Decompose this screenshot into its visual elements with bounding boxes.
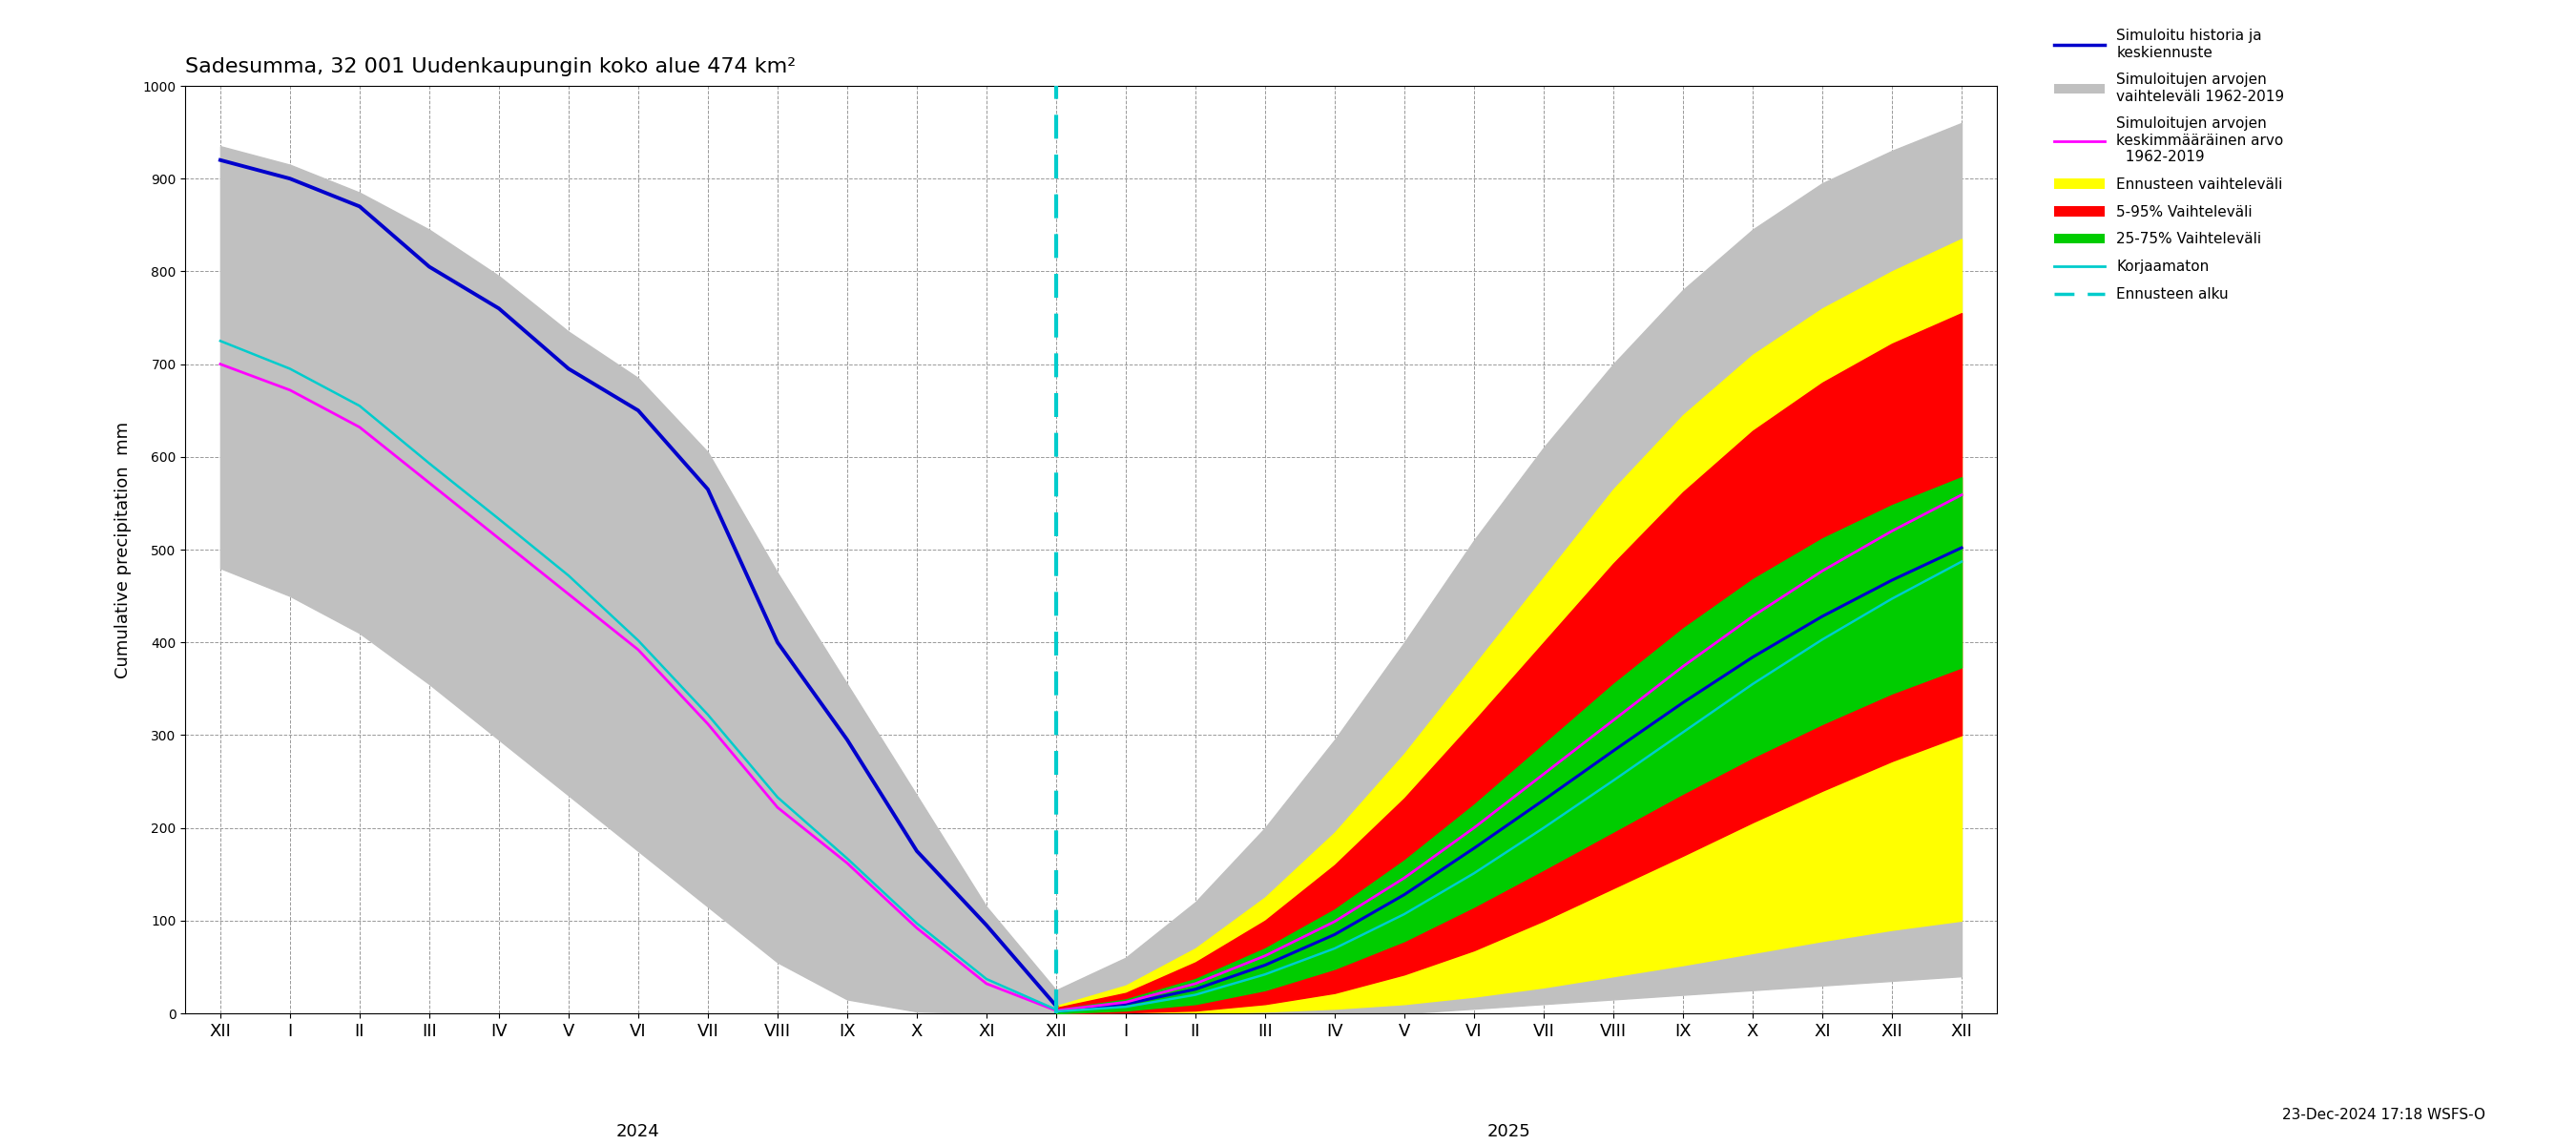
Legend: Simuloitu historia ja
keskiennuste, Simuloitujen arvojen
vaihteleväli 1962-2019,: Simuloitu historia ja keskiennuste, Simu…	[2048, 23, 2290, 307]
Text: Sadesumma, 32 001 Uudenkaupungin koko alue 474 km²: Sadesumma, 32 001 Uudenkaupungin koko al…	[185, 57, 796, 77]
Text: 2025: 2025	[1486, 1123, 1530, 1140]
Text: 23-Dec-2024 17:18 WSFS-O: 23-Dec-2024 17:18 WSFS-O	[2282, 1108, 2486, 1122]
Y-axis label: Cumulative precipitation  mm: Cumulative precipitation mm	[116, 421, 131, 678]
Text: 2024: 2024	[616, 1123, 659, 1140]
